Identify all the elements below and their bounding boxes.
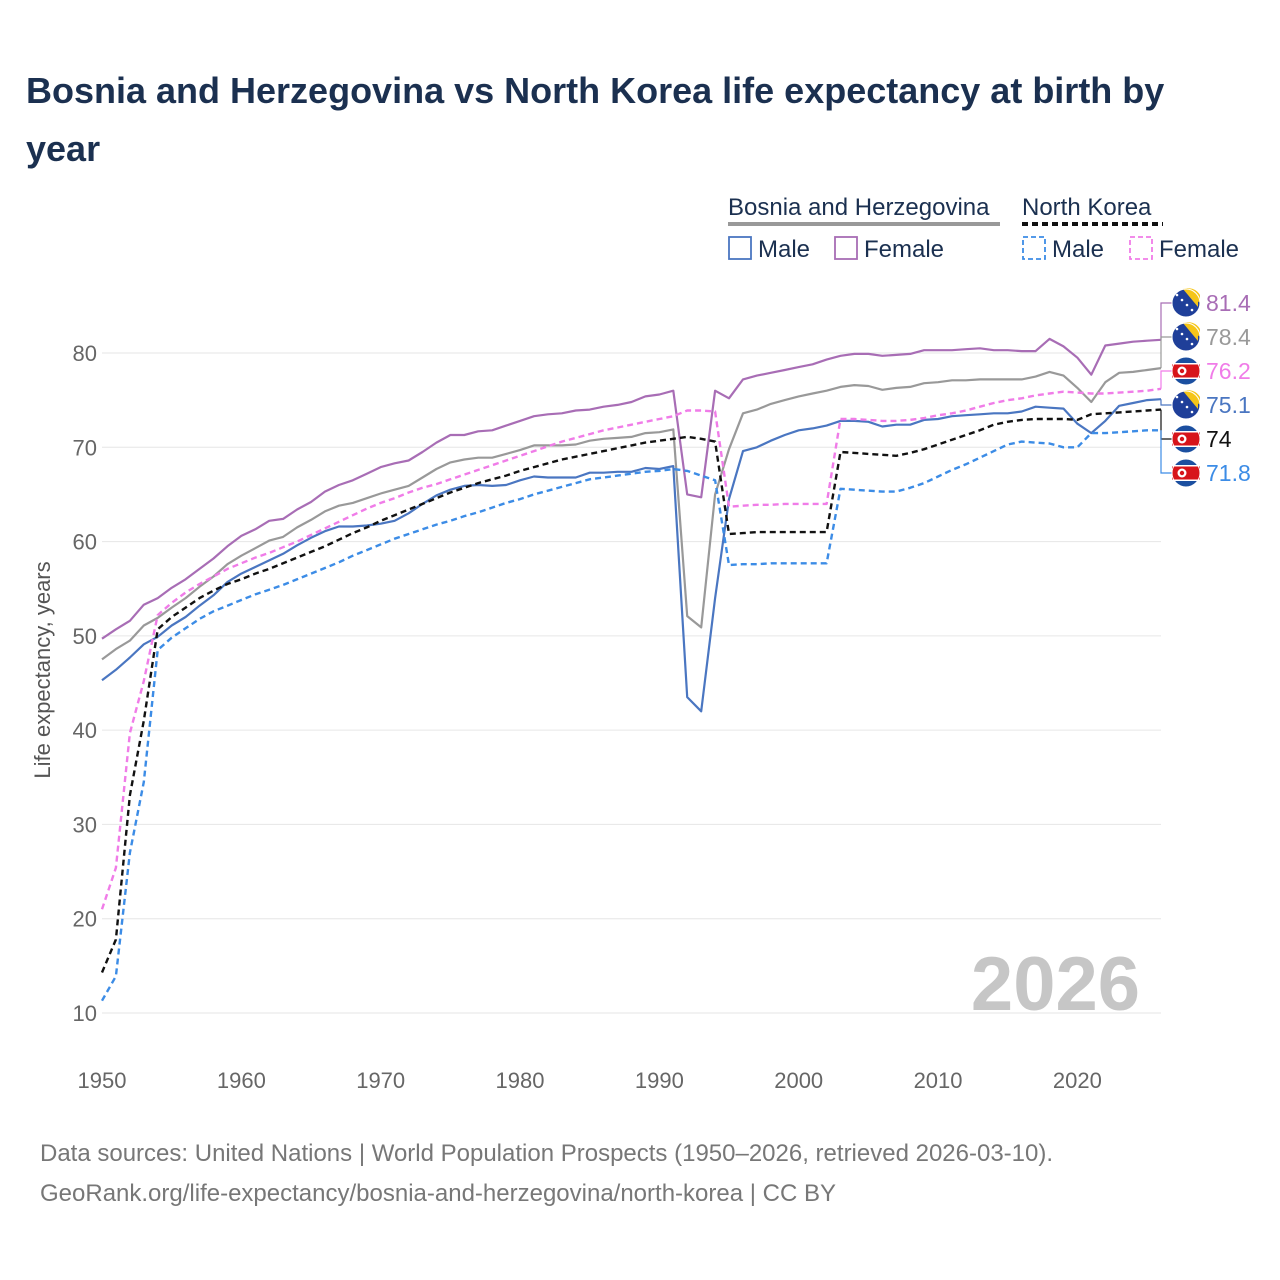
flag-border <box>1171 458 1201 488</box>
series-line-north-korea-male <box>100 429 1161 1002</box>
source-url[interactable]: GeoRank.org/life-expectancy/bosnia-and-h… <box>40 1180 836 1207</box>
grid <box>102 352 1161 1014</box>
flag-star <box>1179 368 1185 374</box>
source-note: Data sources: United Nations | World Pop… <box>40 1140 1054 1167</box>
line-chart: 10 20 30 40 50 60 70 80 1950 1960 1970 1980 1990 2000… <box>30 194 1251 1093</box>
series-line-north-korea-female <box>100 387 1162 910</box>
x-tick-1980: 1980 <box>496 1068 545 1093</box>
bosnia-flag-icon <box>1171 390 1201 420</box>
series-line-bosnia-and-herzegovina-female <box>101 337 1162 640</box>
connector-5 <box>1160 430 1172 474</box>
flag-star <box>1175 293 1179 297</box>
north-korea-flag-icon <box>1171 424 1201 454</box>
legend: Bosnia and Herzegovina Male Female North Ko… <box>728 194 1239 263</box>
y-tick-20: 20 <box>73 907 97 932</box>
end-value-4: 74 <box>1206 426 1232 452</box>
flag-star <box>1190 342 1194 346</box>
y-tick-50: 50 <box>73 624 97 649</box>
x-tick-1950: 1950 <box>78 1068 127 1093</box>
flag-star <box>1185 337 1189 341</box>
y-tick-40: 40 <box>73 718 97 743</box>
x-tick-1960: 1960 <box>217 1068 266 1093</box>
flag-border <box>1171 288 1201 318</box>
x-tick-1970: 1970 <box>356 1068 405 1093</box>
end-value-3: 75.1 <box>1206 392 1251 418</box>
series-line-bosnia-and-herzegovina-total <box>101 367 1162 661</box>
current-year-label: 2026 <box>971 942 1140 1027</box>
flag-star <box>1175 395 1179 399</box>
legend-title-bosnia: Bosnia and Herzegovina <box>728 194 990 221</box>
connector-0 <box>1160 302 1172 340</box>
flag-triangle <box>1183 323 1198 341</box>
flag-border <box>1171 390 1201 420</box>
connector-4 <box>1160 409 1172 440</box>
flag-star <box>1185 405 1189 409</box>
flag-star <box>1180 400 1184 404</box>
x-tick-2000: 2000 <box>774 1068 823 1093</box>
flag-star <box>1190 308 1194 312</box>
flag-border <box>1171 322 1201 352</box>
axis-ticks: 10 20 30 40 50 60 70 80 1950 1960 1970 1980 1990 2000… <box>73 341 1102 1093</box>
y-axis-label: Life expectancy, years <box>30 561 55 778</box>
flag-star <box>1185 303 1189 307</box>
connector-3 <box>1160 399 1172 406</box>
flag-star <box>1179 436 1185 442</box>
legend-swatch-0-male <box>728 236 752 260</box>
y-tick-80: 80 <box>73 341 97 366</box>
series-line-bosnia-and-herzegovina-male <box>101 398 1162 713</box>
legend-title-north-korea: North Korea <box>1022 194 1152 221</box>
series-line-north-korea-total <box>100 408 1162 973</box>
connector-1 <box>1160 336 1172 369</box>
legend-swatch-1-male <box>1022 236 1046 260</box>
flag-yellow <box>1183 390 1200 405</box>
x-tick-2010: 2010 <box>914 1068 963 1093</box>
x-tick-2020: 2020 <box>1053 1068 1102 1093</box>
flag-star <box>1179 470 1185 476</box>
series-lines <box>100 337 1162 1002</box>
flag-border <box>1171 424 1201 454</box>
flag-yellow <box>1183 288 1200 303</box>
connector-2 <box>1160 370 1172 389</box>
flag-triangle <box>1183 391 1198 409</box>
flag-star <box>1175 327 1179 331</box>
legend-label-1-male: Male <box>1052 236 1104 263</box>
flag-yellow <box>1183 322 1200 337</box>
end-value-1: 78.4 <box>1206 324 1251 350</box>
bosnia-flag-icon <box>1171 322 1201 352</box>
footer: Data sources: United Nations | World Pop… <box>40 1134 1053 1214</box>
y-tick-10: 10 <box>73 1001 97 1026</box>
flag-star <box>1180 332 1184 336</box>
legend-swatch-1-female <box>1129 236 1153 260</box>
end-value-labels: 81.4 78.4 76.2 75.1 74 71.8 <box>1160 288 1251 488</box>
legend-label-1-female: Female <box>1159 236 1239 263</box>
y-tick-70: 70 <box>73 435 97 460</box>
north-korea-flag-icon <box>1171 458 1201 488</box>
flag-star <box>1180 298 1184 302</box>
legend-label-0-male: Male <box>758 236 810 263</box>
bosnia-flag-icon <box>1171 288 1201 318</box>
flag-triangle <box>1183 289 1198 307</box>
north-korea-flag-icon <box>1171 356 1201 386</box>
y-tick-30: 30 <box>73 812 97 837</box>
legend-swatch-0-female <box>834 236 858 260</box>
flag-star <box>1190 410 1194 414</box>
x-tick-1990: 1990 <box>635 1068 684 1093</box>
legend-label-0-female: Female <box>864 236 944 263</box>
flag-border <box>1171 356 1201 386</box>
end-value-2: 76.2 <box>1206 358 1251 384</box>
end-value-5: 71.8 <box>1206 460 1251 486</box>
y-tick-60: 60 <box>73 530 97 555</box>
end-value-0: 81.4 <box>1206 290 1251 316</box>
chart-title: Bosnia and Herzegovina vs North Korea li… <box>26 70 1165 169</box>
